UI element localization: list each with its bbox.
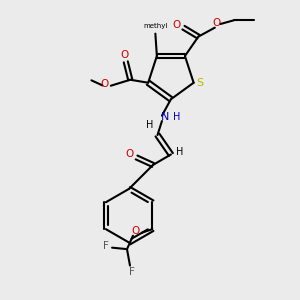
Text: O: O [173,20,181,30]
Text: F: F [103,241,108,251]
Text: S: S [196,78,204,88]
Text: methyl: methyl [144,23,168,29]
Text: O: O [212,18,220,28]
Text: N: N [161,112,169,122]
Text: O: O [126,149,134,160]
Text: H: H [176,147,184,157]
Text: H: H [173,112,181,122]
Text: O: O [101,79,109,89]
Text: H: H [146,120,154,130]
Text: F: F [128,266,134,277]
Text: O: O [120,50,128,60]
Text: O: O [131,226,140,236]
